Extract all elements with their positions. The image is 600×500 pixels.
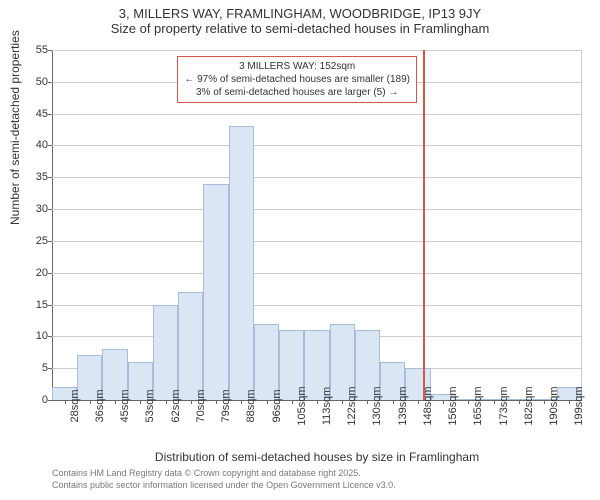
x-tick-mark [393, 400, 394, 404]
x-tick-label: 28sqm [69, 389, 81, 422]
grid-line [52, 305, 582, 306]
x-tick-label: 182sqm [523, 386, 535, 425]
x-tick-label: 70sqm [195, 389, 207, 422]
x-tick-label: 96sqm [271, 389, 283, 422]
y-tick-label: 0 [42, 394, 48, 406]
attribution-line2: Contains public sector information licen… [52, 480, 396, 492]
x-tick-label: 79sqm [220, 389, 232, 422]
x-tick-mark [519, 400, 520, 404]
histogram-bar [153, 305, 178, 400]
annotation-line1: 3 MILLERS WAY: 152sqm [184, 60, 410, 73]
x-tick-label: 53sqm [144, 389, 156, 422]
x-tick-label: 45sqm [119, 389, 131, 422]
x-tick-label: 36sqm [94, 389, 106, 422]
grid-line [52, 209, 582, 210]
chart-title-line1: 3, MILLERS WAY, FRAMLINGHAM, WOODBRIDGE,… [0, 0, 600, 21]
x-tick-mark [216, 400, 217, 404]
histogram-bar [178, 292, 203, 400]
y-tick-mark [48, 241, 52, 242]
y-tick-label: 50 [36, 76, 48, 88]
x-tick-label: 62sqm [170, 389, 182, 422]
x-tick-mark [191, 400, 192, 404]
x-tick-mark [292, 400, 293, 404]
x-tick-label: 88sqm [245, 389, 257, 422]
grid-line [52, 273, 582, 274]
annotation-line2: ← 97% of semi-detached houses are smalle… [184, 73, 410, 86]
x-tick-mark [468, 400, 469, 404]
x-tick-mark [317, 400, 318, 404]
x-tick-mark [65, 400, 66, 404]
y-axis-line [52, 50, 53, 400]
grid-line [52, 145, 582, 146]
grid-line [52, 241, 582, 242]
y-tick-label: 5 [42, 362, 48, 374]
x-tick-label: 165sqm [472, 386, 484, 425]
y-tick-mark [48, 273, 52, 274]
chart-title-line2: Size of property relative to semi-detach… [0, 21, 600, 40]
chart-container: 3, MILLERS WAY, FRAMLINGHAM, WOODBRIDGE,… [0, 0, 600, 500]
y-tick-label: 35 [36, 171, 48, 183]
x-tick-mark [90, 400, 91, 404]
x-tick-mark [166, 400, 167, 404]
y-tick-mark [48, 82, 52, 83]
y-tick-mark [48, 145, 52, 146]
y-tick-label: 10 [36, 330, 48, 342]
y-tick-mark [48, 400, 52, 401]
y-tick-mark [48, 368, 52, 369]
x-tick-label: 190sqm [548, 386, 560, 425]
histogram-bar [203, 184, 228, 400]
x-tick-mark [367, 400, 368, 404]
annotation-line3: 3% of semi-detached houses are larger (5… [184, 86, 410, 99]
x-tick-mark [418, 400, 419, 404]
x-tick-mark [494, 400, 495, 404]
marker-line [423, 50, 425, 400]
y-axis-label: Number of semi-detached properties [8, 30, 22, 225]
x-tick-label: 130sqm [371, 386, 383, 425]
x-tick-label: 156sqm [447, 386, 459, 425]
y-tick-label: 30 [36, 203, 48, 215]
y-tick-label: 45 [36, 108, 48, 120]
x-tick-mark [140, 400, 141, 404]
y-tick-mark [48, 50, 52, 51]
y-tick-label: 20 [36, 267, 48, 279]
annotation-box: 3 MILLERS WAY: 152sqm← 97% of semi-detac… [177, 56, 417, 103]
y-tick-mark [48, 336, 52, 337]
y-tick-mark [48, 209, 52, 210]
x-tick-label: 173sqm [498, 386, 510, 425]
grid-line [52, 177, 582, 178]
y-tick-label: 25 [36, 235, 48, 247]
y-tick-label: 55 [36, 44, 48, 56]
x-tick-label: 113sqm [321, 387, 333, 425]
plot-area: 3 MILLERS WAY: 152sqm← 97% of semi-detac… [52, 50, 582, 400]
x-tick-label: 139sqm [397, 386, 409, 425]
x-tick-mark [342, 400, 343, 404]
x-tick-mark [115, 400, 116, 404]
histogram-bar [229, 126, 254, 400]
x-tick-label: 148sqm [422, 386, 434, 425]
x-tick-label: 105sqm [296, 386, 308, 425]
y-tick-mark [48, 114, 52, 115]
y-tick-mark [48, 177, 52, 178]
y-tick-mark [48, 305, 52, 306]
y-tick-label: 40 [36, 139, 48, 151]
x-tick-label: 199sqm [573, 386, 585, 425]
attribution-line1: Contains HM Land Registry data © Crown c… [52, 468, 396, 480]
x-tick-mark [569, 400, 570, 404]
attribution: Contains HM Land Registry data © Crown c… [52, 468, 396, 491]
x-tick-mark [443, 400, 444, 404]
grid-line [52, 50, 582, 51]
x-tick-label: 122sqm [346, 386, 358, 425]
right-border [581, 50, 582, 400]
x-tick-mark [544, 400, 545, 404]
x-tick-mark [241, 400, 242, 404]
y-tick-label: 15 [36, 299, 48, 311]
x-axis-label: Distribution of semi-detached houses by … [52, 450, 582, 464]
x-tick-mark [267, 400, 268, 404]
grid-line [52, 114, 582, 115]
